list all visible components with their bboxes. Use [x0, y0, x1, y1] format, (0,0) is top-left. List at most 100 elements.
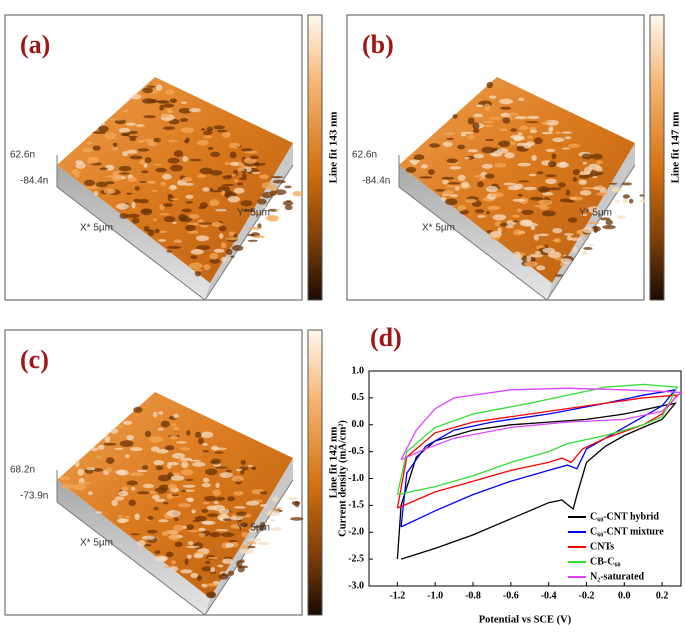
afm-texture	[168, 534, 179, 541]
afm-texture	[440, 196, 447, 202]
afm-texture	[517, 162, 532, 167]
afm-texture	[196, 174, 207, 178]
afm-texture	[202, 477, 210, 483]
afm-texture	[484, 138, 495, 142]
afm-texture	[231, 173, 237, 177]
afm-texture	[169, 184, 177, 190]
afm-texture	[131, 217, 140, 224]
afm-texture	[201, 128, 206, 131]
afm-texture	[154, 550, 161, 554]
afm-texture	[172, 426, 180, 431]
afm-texture	[622, 194, 630, 199]
afm-texture	[163, 501, 169, 505]
afm-texture	[581, 153, 593, 160]
afm-texture	[473, 128, 480, 133]
afm-texture	[498, 140, 511, 147]
afm-texture	[95, 181, 108, 188]
afm-texture	[229, 539, 238, 543]
afm-texture	[133, 198, 141, 203]
afm-texture	[494, 162, 507, 168]
afm-texture	[537, 186, 550, 193]
afm-texture	[596, 192, 609, 196]
afm-texture	[153, 506, 159, 511]
afm-texture	[166, 108, 172, 112]
afm-texture	[119, 213, 129, 219]
afm-texture	[181, 461, 189, 469]
afm-texture	[414, 154, 425, 160]
afm-texture	[240, 544, 250, 550]
afm-texture	[547, 251, 562, 259]
afm-texture	[486, 211, 490, 215]
afm-texture	[146, 85, 156, 88]
afm-texture	[143, 115, 156, 119]
legend-label: CB-C₆₀	[590, 556, 620, 567]
afm-texture	[220, 532, 235, 537]
afm-texture	[138, 198, 149, 204]
afm-texture	[185, 137, 190, 143]
afm-texture	[514, 251, 520, 256]
afm-texture	[189, 158, 202, 162]
afm-texture	[172, 452, 185, 459]
afm-texture	[89, 447, 99, 451]
afm-texture	[552, 239, 559, 242]
afm-texture	[227, 195, 240, 203]
afm-texture	[207, 513, 219, 518]
afm-texture	[244, 150, 258, 154]
afm-texture	[153, 137, 161, 143]
afm-texture	[186, 545, 200, 549]
afm-texture	[174, 517, 179, 522]
afm-texture	[139, 180, 148, 183]
afm-texture	[126, 480, 138, 486]
afm-texture	[548, 187, 562, 191]
afm-texture	[209, 253, 219, 260]
afm-texture	[180, 569, 193, 574]
afm-surface	[57, 77, 293, 283]
afm-axis	[56, 186, 206, 301]
afm-texture	[516, 142, 527, 147]
afm-texture	[187, 222, 201, 226]
afm-texture	[147, 229, 155, 237]
afm-texture	[216, 496, 225, 501]
afm-texture	[173, 413, 179, 419]
afm-texture	[595, 160, 603, 164]
afm-texture	[77, 468, 84, 476]
afm-texture	[246, 500, 260, 506]
afm-texture	[564, 136, 572, 140]
colorbar-label: Line fit 143 nm	[328, 112, 340, 184]
afm-texture	[609, 182, 618, 185]
afm-texture	[561, 131, 572, 134]
afm-texture	[517, 208, 522, 212]
afm-texture	[147, 529, 158, 534]
afm-texture	[545, 174, 557, 178]
afm-texture	[95, 511, 103, 514]
afm-texture	[203, 135, 213, 139]
afm-texture	[117, 515, 123, 518]
afm-texture	[240, 148, 253, 152]
afm-texture	[187, 554, 192, 559]
afm-texture	[548, 160, 557, 168]
afm-texture	[110, 428, 119, 434]
afm-texture	[192, 519, 201, 522]
afm-texture	[159, 104, 165, 111]
afm-texture	[445, 198, 458, 206]
afm-texture	[193, 553, 204, 559]
afm-texture	[157, 100, 170, 104]
afm-texture	[465, 198, 477, 203]
afm-texture	[162, 203, 173, 208]
afm-texture	[526, 255, 532, 262]
afm-texture	[457, 174, 466, 181]
afm-texture	[136, 491, 150, 495]
afm-texture	[128, 499, 136, 507]
afm-texture	[233, 506, 246, 509]
z-max-label: 62.6n	[352, 150, 377, 161]
afm-texture	[452, 114, 458, 119]
afm-texture	[556, 162, 569, 168]
afm-texture	[181, 208, 192, 213]
afm-texture	[290, 517, 304, 521]
afm-texture	[210, 571, 217, 574]
afm-texture	[147, 515, 154, 520]
afm-texture	[157, 239, 167, 242]
afm-texture	[572, 177, 578, 182]
afm-texture	[536, 265, 546, 271]
afm-texture	[203, 130, 213, 135]
